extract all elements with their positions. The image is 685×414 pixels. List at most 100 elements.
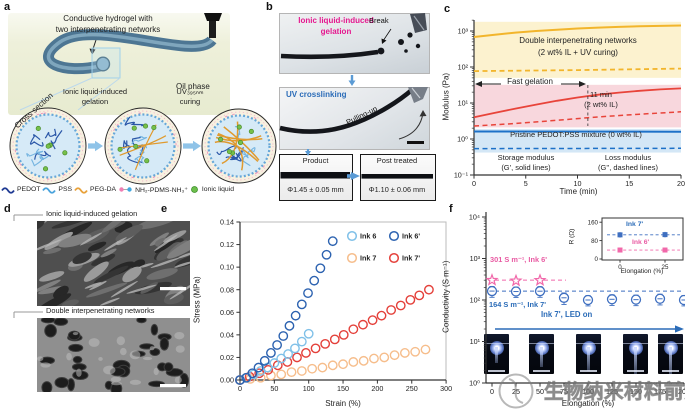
schematic-drawing [9, 13, 277, 185]
svg-text:10: 10 [574, 179, 582, 188]
svg-text:25: 25 [662, 264, 669, 271]
time-11min-line2: (2 wt% IL) [584, 100, 618, 109]
legend-pss: PSS [58, 186, 73, 193]
svg-text:0.02: 0.02 [220, 353, 234, 362]
schematic-title-line1: Conductive hydrogel with [63, 14, 153, 23]
svg-text:50: 50 [536, 387, 544, 396]
svg-text:0.00: 0.00 [220, 376, 234, 385]
ink7-conductivity-label: 164 S m⁻¹, Ink 7' [489, 300, 547, 309]
svg-text:50: 50 [270, 384, 278, 393]
sem1-label: Ionic liquid-induced gelation [46, 209, 138, 218]
svg-text:250: 250 [406, 384, 418, 393]
time-11min-line1: 11 min [590, 90, 612, 99]
panel-e-label: e [161, 203, 168, 215]
svg-text:80: 80 [591, 238, 598, 245]
post-treated-diameter: Φ1.10 ± 0.06 mm [368, 185, 426, 194]
panel-c-label: c [444, 3, 451, 15]
panel-d-label: d [4, 203, 11, 215]
sem-images [13, 214, 190, 392]
din-annotation-line2: (2 wt% IL + UV curing) [538, 48, 618, 57]
svg-text:0.06: 0.06 [220, 308, 234, 317]
svg-text:200: 200 [371, 384, 383, 393]
step1-label-line2: gelation [81, 97, 109, 106]
pristine-annotation: Pristine PEDOT:PSS mixture (0 wt% IL) [510, 130, 642, 139]
chart-c-ylabel: Modulus (Pa) [441, 72, 451, 121]
chart-c: 10⁻¹ 10⁰ 10¹ 10² 10³ 0 5 10 15 20 [454, 19, 685, 188]
led-photo-4 [623, 334, 648, 374]
gelation-caption-line1: Ionic liquid-induced [298, 16, 374, 25]
svg-text:200: 200 [678, 387, 685, 396]
svg-text:0: 0 [238, 384, 242, 393]
loss-modulus-line1: Loss modulus [604, 153, 652, 162]
svg-text:5: 5 [524, 179, 528, 188]
post-treated-title: Post treated [376, 156, 418, 165]
chart-f-xlabel: Elongation (%) [561, 399, 615, 408]
break-label: Break [369, 16, 389, 25]
svg-text:10⁰: 10⁰ [457, 135, 468, 144]
svg-text:10³: 10³ [458, 27, 469, 36]
pegda-wave-icon [74, 187, 88, 194]
svg-text:300: 300 [440, 384, 452, 393]
svg-text:0: 0 [595, 256, 599, 263]
legend-pegda: PEG-DA [90, 186, 117, 193]
svg-text:150: 150 [630, 387, 642, 396]
pedot-wave-icon [1, 187, 15, 194]
svg-text:Ink 7': Ink 7' [402, 254, 420, 263]
panel-a-label: a [4, 1, 11, 13]
watermark-text: 生物纳米材料前沿 [544, 381, 685, 404]
storage-modulus-line1: Storage modulus [497, 153, 555, 162]
photo-gelation [279, 13, 430, 74]
svg-text:0.08: 0.08 [220, 285, 234, 294]
panel-b-label: b [266, 1, 273, 13]
legend-ionic-liquid: Ionic liquid [201, 186, 235, 193]
ionic-liquid-dot-icon [190, 186, 198, 193]
uv-crosslinking-caption: UV crosslinking [286, 90, 347, 99]
storage-modulus-line2: (G', solid lines) [501, 163, 551, 172]
chart-e: 0.00 0.02 0.04 0.06 0.08 0.10 0.12 0.14 0 50 100 15… [220, 218, 452, 393]
step2-label-line1: UV₃₉₅ₙₘ [176, 87, 204, 96]
product-diameter: Φ1.45 ± 0.05 mm [287, 185, 344, 194]
inset-ink6-label: Ink 6' [632, 239, 650, 246]
svg-text:125: 125 [606, 387, 618, 396]
chart-e-ylabel: Stress (MPa) [192, 276, 202, 324]
svg-text:10²: 10² [470, 296, 481, 305]
svg-text:20: 20 [677, 179, 685, 188]
material-legend: PEDOT PSS PEG-DA NH₂-PDMS-NH₃⁺ Ionic liq… [1, 185, 273, 194]
din-annotation-line1: Double interpenetrating networks [519, 36, 637, 45]
svg-text:10⁰: 10⁰ [469, 379, 480, 388]
oil-phase-label: Oil phase [176, 82, 210, 91]
sem2-label: Double interpenetrating networks [46, 306, 155, 315]
inset-ink7-label: Ink 7' [626, 221, 644, 228]
svg-text:10³: 10³ [470, 254, 481, 263]
step1-label-line1: Ionic liquid-induced [62, 87, 128, 96]
led-photo-2 [529, 334, 554, 374]
ink6-conductivity-label: 301 S m⁻¹, Ink 6' [490, 255, 548, 264]
chart-f-ylabel: Conductivity (S m⁻¹) [441, 260, 451, 333]
svg-text:Ink 6': Ink 6' [402, 232, 420, 241]
svg-text:0: 0 [472, 179, 476, 188]
schematic-background [8, 13, 230, 115]
svg-text:10¹: 10¹ [458, 99, 469, 108]
svg-text:15: 15 [625, 179, 633, 188]
svg-text:0.12: 0.12 [220, 240, 234, 249]
svg-text:10²: 10² [458, 63, 469, 72]
svg-text:Ink 7: Ink 7 [360, 254, 376, 263]
loss-modulus-line2: (G'', dashed lines) [598, 163, 658, 172]
step2-label-line2: curing [179, 97, 201, 106]
photo-overlays [279, 13, 433, 180]
svg-text:100: 100 [582, 387, 594, 396]
chart-c-xlabel: Time (min) [559, 187, 598, 196]
svg-text:10¹: 10¹ [470, 337, 481, 346]
svg-text:0: 0 [490, 387, 494, 396]
led-photo-3 [576, 334, 601, 374]
fast-gelation-label: Fast gelation [507, 77, 553, 86]
watermark-logo [498, 373, 534, 409]
svg-text:0.10: 0.10 [220, 263, 234, 272]
gelation-caption-line2: gelation [320, 27, 352, 36]
pdms-dumbbell-icon [119, 187, 132, 192]
product-title: Product [302, 156, 329, 165]
svg-text:175: 175 [654, 387, 666, 396]
svg-text:100: 100 [303, 384, 315, 393]
